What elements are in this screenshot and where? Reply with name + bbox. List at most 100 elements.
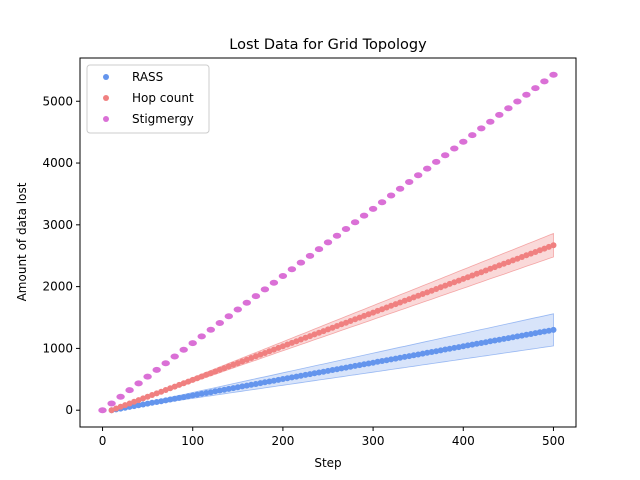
point-hop-count	[442, 282, 449, 289]
point-stigmergy	[242, 299, 251, 306]
x-tick-label: 400	[452, 434, 475, 448]
y-axis-title: Amount of data lost	[15, 182, 29, 301]
point-hop-count	[176, 381, 183, 388]
point-rass	[252, 381, 259, 387]
point-stigmergy	[188, 340, 197, 347]
point-rass	[198, 390, 205, 397]
point-stigmergy	[233, 306, 242, 313]
y-tick-label: 3000	[42, 218, 73, 232]
point-rass	[140, 401, 147, 408]
point-rass	[541, 328, 548, 335]
point-stigmergy	[251, 293, 261, 300]
point-hop-count	[311, 331, 318, 338]
point-stigmergy	[386, 192, 396, 199]
point-rass	[325, 367, 331, 374]
point-rass	[293, 373, 300, 380]
point-stigmergy	[269, 279, 279, 286]
point-hop-count	[284, 341, 291, 348]
point-stigmergy	[287, 266, 297, 273]
point-hop-count	[401, 297, 408, 304]
point-hop-count	[162, 387, 169, 393]
x-tick-label: 100	[181, 434, 204, 448]
point-hop-count	[257, 351, 264, 358]
point-hop-count	[149, 392, 156, 398]
point-stigmergy	[224, 313, 233, 320]
point-hop-count	[212, 368, 219, 375]
point-hop-count	[374, 307, 381, 314]
point-hop-count	[424, 289, 431, 296]
point-stigmergy	[152, 366, 161, 373]
point-rass	[500, 335, 507, 342]
point-hop-count	[194, 375, 201, 382]
point-hop-count	[487, 265, 494, 272]
point-hop-count	[505, 259, 512, 266]
point-hop-count	[234, 360, 241, 367]
point-stigmergy	[405, 179, 414, 185]
point-rass	[216, 387, 223, 394]
point-hop-count	[108, 407, 115, 414]
series-hop-count	[108, 242, 557, 414]
point-hop-count	[117, 403, 124, 410]
point-hop-count	[406, 296, 413, 303]
data-points	[98, 71, 558, 414]
point-hop-count	[455, 277, 462, 284]
point-hop-count	[189, 376, 196, 383]
legend-label-stigmergy: Stigmergy	[132, 112, 194, 126]
point-rass	[550, 326, 557, 333]
point-rass	[370, 359, 377, 366]
point-rass	[365, 360, 372, 367]
legend-marker-rass	[103, 74, 109, 80]
point-rass	[257, 380, 264, 387]
point-rass	[356, 362, 363, 369]
point-rass	[410, 352, 417, 359]
point-rass	[442, 346, 449, 353]
point-hop-count	[419, 291, 426, 297]
point-hop-count	[307, 333, 313, 340]
point-stigmergy	[98, 407, 107, 414]
point-rass	[203, 390, 210, 396]
point-hop-count	[230, 361, 237, 368]
point-hop-count	[225, 363, 232, 370]
point-hop-count	[135, 397, 142, 404]
point-hop-count	[167, 385, 174, 392]
y-tick-label: 5000	[42, 94, 73, 108]
point-stigmergy	[486, 118, 495, 125]
point-rass	[460, 343, 467, 350]
point-stigmergy	[296, 259, 306, 266]
point-stigmergy	[179, 346, 188, 353]
point-stigmergy	[323, 239, 333, 246]
point-rass	[288, 374, 295, 381]
point-hop-count	[329, 324, 336, 331]
point-rass	[248, 381, 255, 388]
point-hop-count	[153, 390, 160, 397]
point-hop-count	[343, 319, 349, 326]
point-hop-count	[365, 311, 372, 318]
point-hop-count	[410, 294, 417, 301]
point-hop-count	[550, 242, 557, 249]
point-hop-count	[140, 395, 147, 402]
point-rass	[311, 370, 318, 377]
point-stigmergy	[395, 185, 405, 192]
point-rass	[419, 350, 426, 357]
point-rass	[307, 371, 313, 378]
point-hop-count	[275, 344, 282, 351]
point-stigmergy	[531, 85, 540, 92]
point-rass	[162, 397, 169, 404]
point-hop-count	[320, 328, 327, 335]
point-hop-count	[352, 316, 359, 323]
point-hop-count	[437, 284, 444, 291]
point-stigmergy	[170, 353, 179, 360]
point-hop-count	[261, 350, 268, 356]
point-hop-count	[252, 353, 259, 360]
point-stigmergy	[423, 165, 432, 172]
point-rass	[329, 367, 336, 373]
y-tick-label: 4000	[42, 156, 73, 170]
point-hop-count	[325, 326, 331, 333]
point-rass	[261, 379, 268, 386]
point-rass	[275, 376, 282, 383]
point-stigmergy	[432, 158, 441, 165]
y-tick-label: 1000	[42, 341, 73, 355]
point-rass	[424, 349, 431, 356]
point-rass	[270, 377, 277, 384]
point-rass	[406, 353, 413, 360]
